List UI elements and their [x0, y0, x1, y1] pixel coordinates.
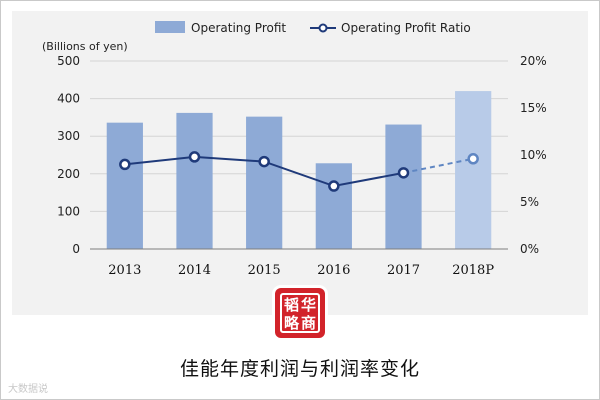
- watermark: 大数据说: [8, 384, 48, 395]
- legend-label-operating-profit: Operating Profit: [191, 21, 286, 35]
- bar-2018P: [455, 91, 492, 249]
- x-tick-label: 2017: [387, 263, 420, 278]
- chart: 0 100 200 300 400 500 0% 5% 10% 15% 20% 2013 2014 201…: [42, 21, 547, 278]
- y-left-tick-label: 200: [57, 167, 80, 181]
- y-left-tick-label: 100: [57, 204, 80, 218]
- ratio-point-2015: [258, 155, 270, 168]
- y-left-axis-label: (Billions of yen): [42, 40, 128, 53]
- bar-2016: [315, 163, 352, 249]
- y-right-tick-label: 10%: [520, 148, 547, 162]
- logo-char: 韬: [283, 296, 299, 314]
- y-right-tick-label: 20%: [520, 54, 547, 68]
- y-right-tick-label: 0%: [520, 242, 539, 256]
- y-left-tick-label: 300: [57, 129, 80, 143]
- logo-char: 略: [283, 314, 299, 332]
- brand-logo-mark: 韬 华 略 商: [280, 293, 320, 333]
- bar-2017: [385, 124, 422, 249]
- x-tick-label: 2018P: [452, 263, 494, 278]
- ratio-point-2018P: [467, 153, 479, 165]
- bar-2013: [106, 122, 143, 249]
- ratio-point-2014: [188, 151, 201, 163]
- y-right-tick-label: 5%: [520, 195, 539, 209]
- bar-2015: [246, 116, 283, 249]
- y-left-tick-label: 0: [72, 242, 80, 256]
- legend-swatch-operating-profit: [155, 21, 185, 33]
- logo-char: 华: [300, 296, 316, 314]
- ratio-line-projected: [403, 157, 474, 174]
- brand-logo: 韬 华 略 商: [275, 288, 325, 338]
- y-left-tick-label: 500: [57, 54, 80, 68]
- y-right-tick-label: 15%: [520, 101, 547, 115]
- ratio-point-2017: [397, 167, 410, 179]
- ratio-point-2013: [119, 158, 131, 171]
- chart-caption: 佳能年度利润与利润率变化: [179, 358, 420, 380]
- legend-label-operating-profit-ratio: Operating Profit Ratio: [341, 21, 471, 35]
- bar-2014: [176, 112, 213, 249]
- x-tick-label: 2015: [248, 263, 281, 278]
- x-tick-label: 2014: [178, 263, 211, 278]
- logo-char: 商: [300, 314, 316, 332]
- x-tick-label: 2016: [317, 263, 350, 278]
- y-left-tick-label: 400: [57, 92, 80, 106]
- ratio-point-2016: [328, 180, 340, 192]
- chart-panel: 0 100 200 300 400 500 0% 5% 10% 15% 20% 2013 2014 201…: [12, 11, 588, 315]
- x-tick-label: 2013: [108, 263, 141, 278]
- legend-swatch-marker: [318, 23, 328, 33]
